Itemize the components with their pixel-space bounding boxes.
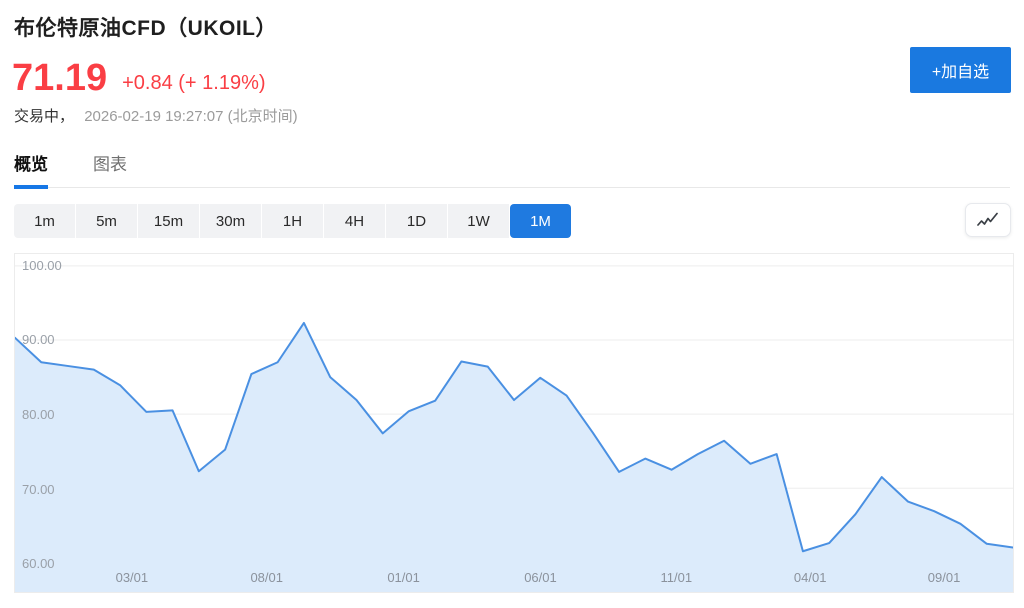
last-price: 71.19	[12, 57, 108, 99]
tabbar: 概览 图表	[14, 148, 1010, 189]
interval-selector: 1m 5m 15m 30m 1H 4H 1D 1W 1M	[14, 204, 1011, 238]
tab-chart[interactable]: 图表	[93, 155, 127, 174]
interval-30min[interactable]: 30m	[200, 204, 261, 238]
interval-15min[interactable]: 15m	[138, 204, 199, 238]
chart-toolbar: 1m 5m 15m 30m 1H 4H 1D 1W 1M	[14, 203, 1011, 238]
interval-1hour[interactable]: 1H	[262, 204, 323, 238]
interval-5min[interactable]: 5m	[76, 204, 137, 238]
status-row: 交易中， 2026-02-19 19:27:07 (北京时间)	[14, 105, 298, 126]
area-chart-canvas	[15, 265, 1013, 592]
interval-1month[interactable]: 1M	[510, 204, 571, 238]
chart-style-button[interactable]	[965, 203, 1011, 237]
price-change: +0.84 (+ 1.19%)	[122, 72, 266, 94]
interval-4hour[interactable]: 4H	[324, 204, 385, 238]
price-block: 71.19 +0.84 (+ 1.19%)	[12, 54, 266, 98]
price-chart[interactable]: 100.00 90.00 80.00 70.00 60.00 03/01 08/01 01/0…	[14, 253, 1014, 593]
trading-status: 交易中，	[14, 108, 75, 125]
interval-1min[interactable]: 1m	[14, 204, 75, 238]
tab-overview[interactable]: 概览	[14, 148, 48, 189]
add-watchlist-button[interactable]: +加自选	[910, 47, 1011, 93]
page-title: 布伦特原油CFD（UKOIL）	[14, 17, 277, 40]
interval-1week[interactable]: 1W	[448, 204, 509, 238]
quote-timestamp: 2026-02-19 19:27:07 (北京时间)	[84, 108, 298, 125]
interval-1day[interactable]: 1D	[386, 204, 447, 238]
line-chart-icon	[977, 212, 998, 226]
